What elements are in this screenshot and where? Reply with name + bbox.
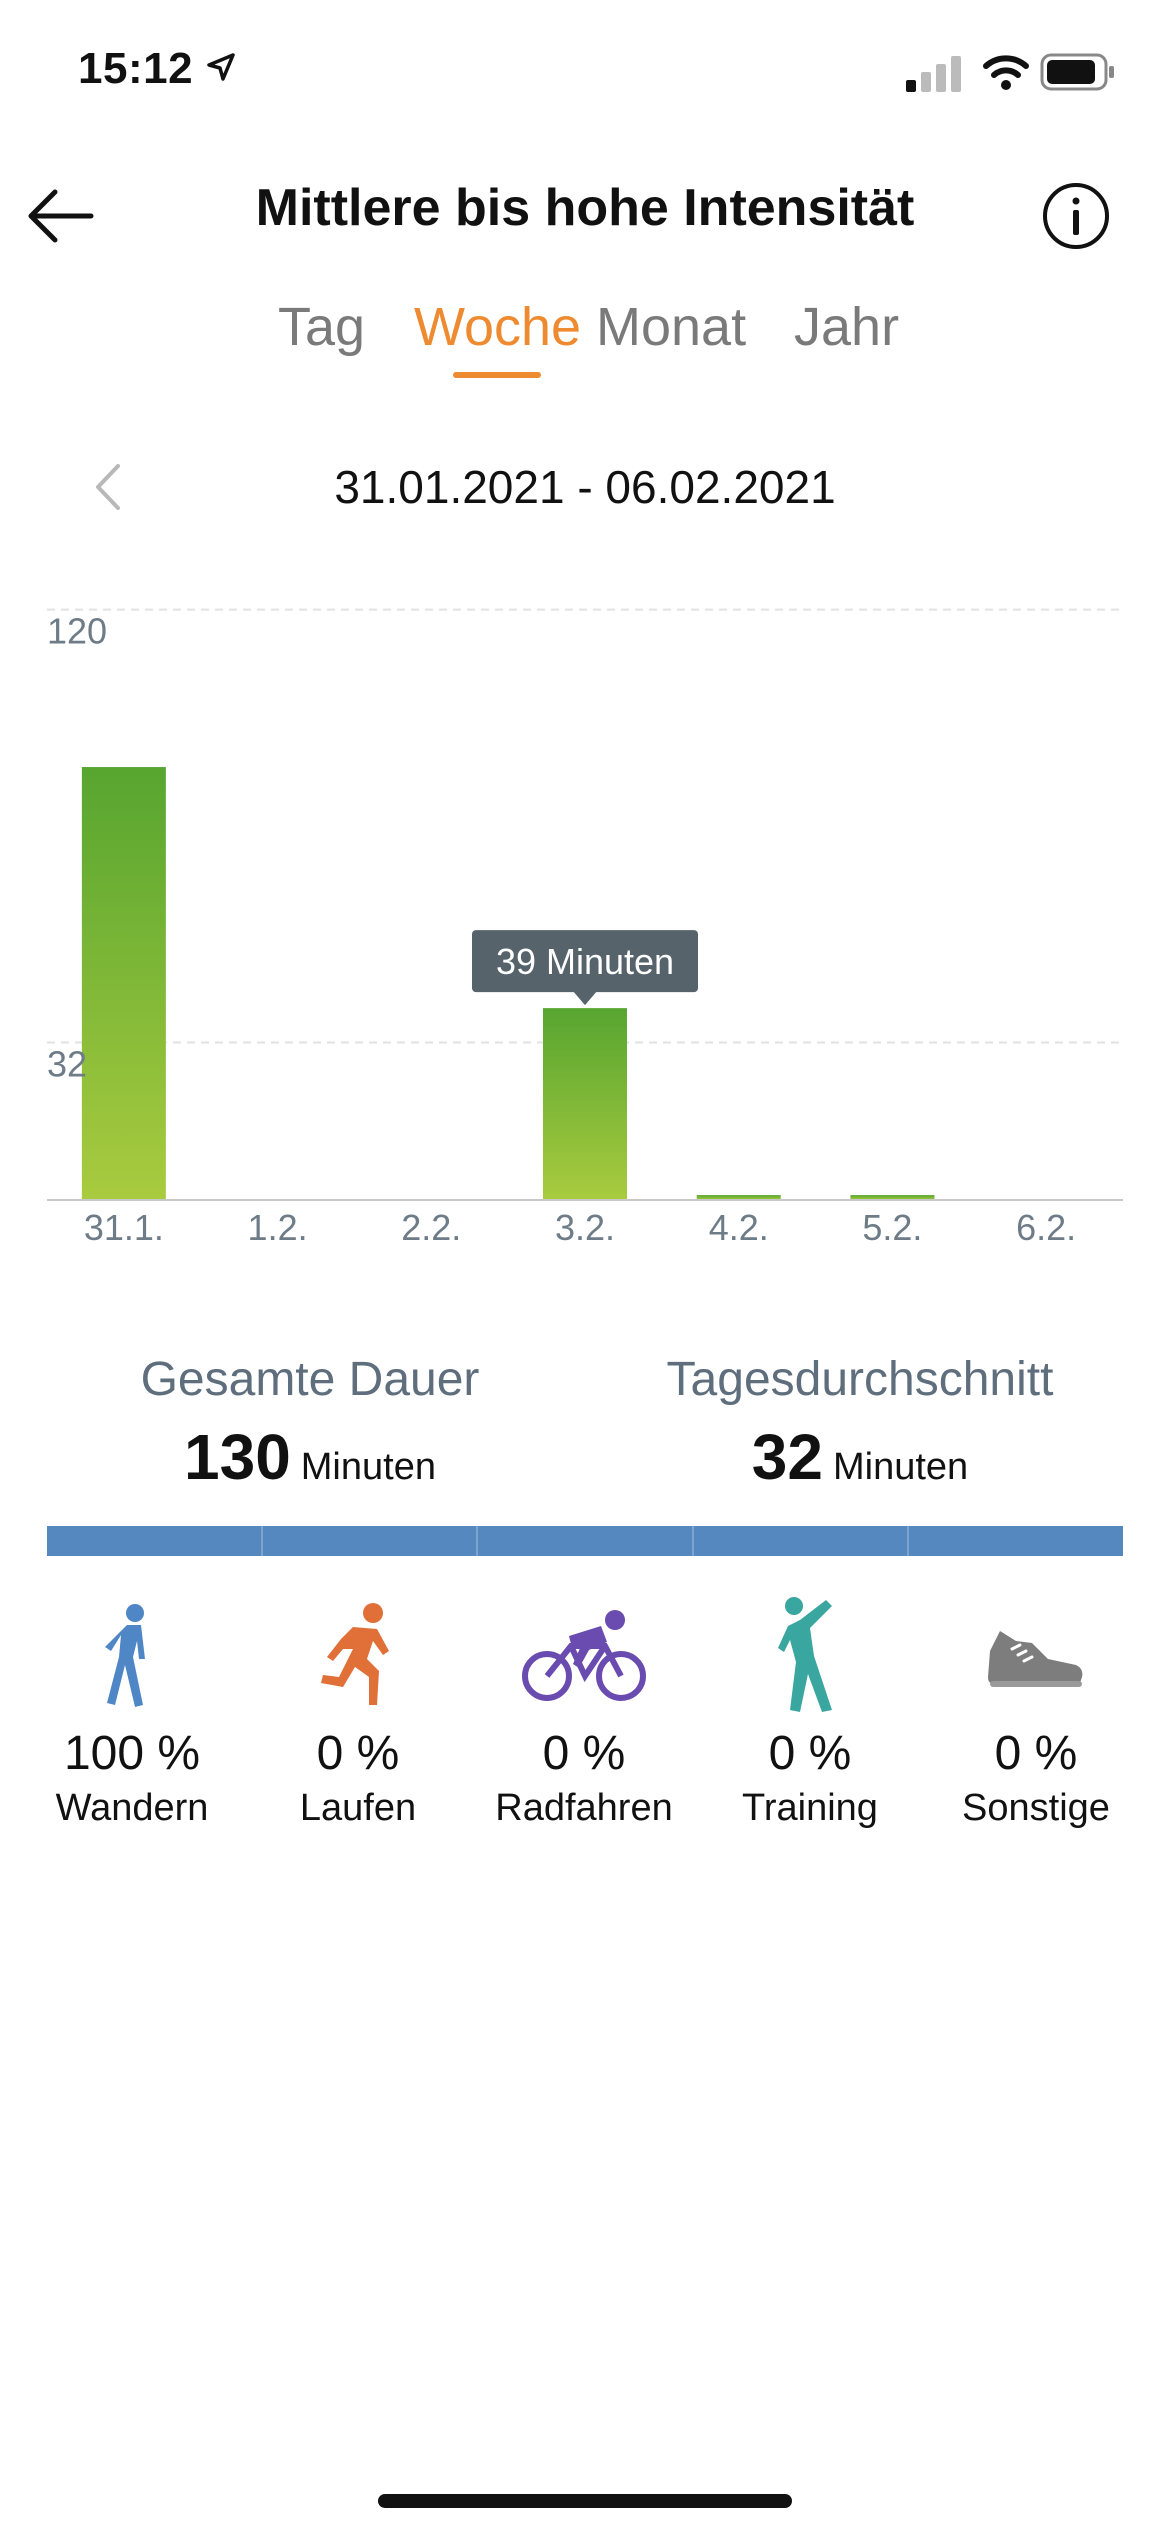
x-tick-label: 1.2. bbox=[248, 1207, 308, 1248]
location-arrow-icon bbox=[207, 53, 235, 81]
bar[interactable] bbox=[543, 1008, 627, 1200]
total-duration-unit: Minuten bbox=[300, 1446, 436, 1488]
walking-icon bbox=[105, 1604, 145, 1707]
previous-week-button[interactable] bbox=[82, 452, 132, 522]
cycling-icon bbox=[522, 1610, 646, 1701]
other-percent: 0 % bbox=[994, 1727, 1078, 1780]
y-tick-label: 120 bbox=[47, 611, 107, 652]
bar-chart: 32 120 31.1. 1.2. 2.2. 3.2. 4.2. 5.2. 6.2. 39 Mi… bbox=[47, 608, 1123, 1248]
bar-tooltip: 39 Minuten bbox=[472, 930, 698, 1006]
bar[interactable] bbox=[696, 1195, 781, 1200]
distribution-segment bbox=[909, 1526, 1123, 1556]
date-range: 31.01.2021 - 06.02.2021 bbox=[334, 461, 836, 513]
activity-cycling: 0 % Radfahren bbox=[474, 1596, 694, 1830]
status-time: 15:12 bbox=[78, 44, 194, 93]
distribution-segment bbox=[262, 1526, 479, 1556]
home-indicator bbox=[378, 2494, 792, 2508]
x-tick-label: 3.2. bbox=[555, 1207, 615, 1248]
total-duration: 130 Minuten bbox=[60, 1420, 560, 1494]
tooltip-text: 39 Minuten bbox=[496, 941, 674, 982]
activity-distribution-bar bbox=[47, 1526, 1123, 1556]
running-percent: 0 % bbox=[316, 1727, 400, 1780]
walking-percent: 100 % bbox=[63, 1727, 201, 1780]
tab-week[interactable]: Woche bbox=[414, 297, 582, 357]
training-label: Training bbox=[742, 1787, 878, 1829]
x-tick-label: 6.2. bbox=[1016, 1207, 1076, 1248]
arrow-left-icon bbox=[28, 189, 94, 243]
info-button[interactable] bbox=[1036, 176, 1116, 256]
total-duration-value: 130 bbox=[184, 1421, 291, 1493]
daily-average: 32 Minuten bbox=[610, 1420, 1110, 1494]
daily-average-label: Tagesdurchschnitt bbox=[666, 1353, 1054, 1406]
shoe-icon bbox=[988, 1631, 1083, 1687]
activity-walking: 100 % Wandern bbox=[22, 1596, 242, 1830]
training-icon bbox=[778, 1597, 832, 1712]
bar[interactable] bbox=[81, 767, 166, 1200]
walking-label: Wandern bbox=[55, 1787, 209, 1829]
chevron-left-icon bbox=[96, 464, 120, 510]
bar[interactable] bbox=[850, 1195, 935, 1200]
training-percent: 0 % bbox=[768, 1727, 852, 1780]
daily-average-value: 32 bbox=[751, 1421, 823, 1493]
cellular-signal-icon bbox=[906, 56, 961, 92]
back-button[interactable] bbox=[20, 176, 100, 256]
daily-average-unit: Minuten bbox=[832, 1446, 969, 1488]
tab-day[interactable]: Tag bbox=[278, 297, 366, 357]
distribution-segment bbox=[47, 1526, 263, 1556]
x-tick-label: 5.2. bbox=[862, 1207, 922, 1248]
total-duration-label: Gesamte Dauer bbox=[140, 1353, 480, 1406]
battery-icon bbox=[1040, 53, 1114, 91]
tab-month[interactable]: Monat bbox=[596, 297, 747, 357]
x-tick-label: 31.1. bbox=[84, 1207, 164, 1248]
distribution-segment bbox=[478, 1526, 694, 1556]
activity-training: 0 % Training bbox=[700, 1596, 920, 1830]
other-label: Sonstige bbox=[962, 1787, 1110, 1829]
cycling-percent: 0 % bbox=[542, 1727, 626, 1780]
x-tick-label: 2.2. bbox=[401, 1207, 461, 1248]
running-icon bbox=[321, 1603, 389, 1705]
page-title: Mittlere bis hohe Intensität bbox=[255, 179, 915, 237]
activity-other: 0 % Sonstige bbox=[926, 1596, 1146, 1830]
distribution-segment bbox=[693, 1526, 910, 1556]
tab-year[interactable]: Jahr bbox=[794, 297, 900, 357]
cycling-label: Radfahren bbox=[495, 1787, 673, 1829]
info-icon bbox=[1043, 183, 1109, 249]
active-tab-indicator bbox=[453, 372, 541, 378]
wifi-icon bbox=[983, 55, 1029, 90]
running-label: Laufen bbox=[299, 1787, 417, 1829]
y-tick-label: 32 bbox=[47, 1044, 87, 1085]
activity-running: 0 % Laufen bbox=[248, 1596, 468, 1830]
x-tick-label: 4.2. bbox=[709, 1207, 769, 1248]
